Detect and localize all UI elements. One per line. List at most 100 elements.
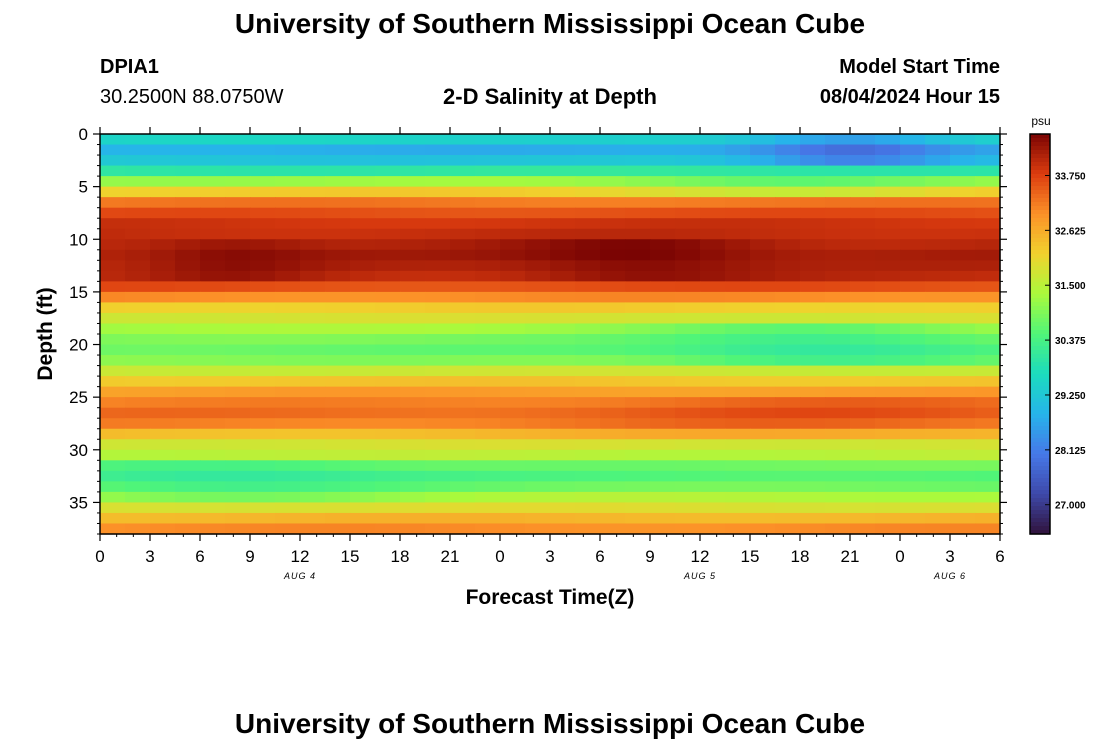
heatmap-cell — [650, 449, 676, 461]
heatmap-cell — [700, 512, 726, 525]
heatmap-cell — [975, 512, 1001, 525]
heatmap-cell — [850, 407, 876, 419]
heatmap-cell — [525, 197, 551, 209]
heatmap-cell — [125, 428, 151, 440]
heatmap-cell — [225, 197, 251, 209]
heatmap-cell — [500, 397, 526, 409]
colorbar-segment — [1030, 526, 1050, 531]
heatmap-cell — [700, 481, 726, 493]
heatmap-cell — [650, 312, 676, 325]
x-tick-label: 18 — [391, 547, 410, 566]
heatmap-cell — [125, 481, 151, 493]
colorbar-segment — [1030, 410, 1050, 415]
heatmap-cell — [125, 407, 151, 419]
heatmap-cell — [975, 176, 1001, 188]
heatmap-cell — [400, 239, 426, 251]
heatmap-cell — [500, 291, 526, 304]
heatmap-cell — [750, 334, 776, 346]
colorbar-tick-label: 31.500 — [1055, 281, 1086, 292]
heatmap-cell — [675, 449, 701, 461]
heatmap-cell — [325, 334, 351, 346]
heatmap-cell — [775, 512, 801, 525]
heatmap-cell — [200, 228, 226, 240]
heatmap-cell — [750, 481, 776, 493]
heatmap-cell — [425, 344, 451, 356]
heatmap-cell — [725, 344, 751, 356]
heatmap-cell — [875, 197, 901, 209]
heatmap-cell — [675, 355, 701, 367]
heatmap-cell — [850, 491, 876, 504]
heatmap-cell — [200, 291, 226, 304]
heatmap-cell — [150, 439, 176, 451]
heatmap-cell — [375, 165, 401, 177]
heatmap-cell — [700, 323, 726, 335]
heatmap-cell — [725, 197, 751, 209]
heatmap-cell — [700, 470, 726, 482]
heatmap-cell — [200, 386, 226, 398]
heatmap-cell — [250, 228, 276, 240]
heatmap-cell — [150, 260, 176, 272]
heatmap-cell — [325, 323, 351, 335]
heatmap-cell — [700, 386, 726, 398]
heatmap-cell — [800, 176, 826, 188]
heatmap-cell — [875, 376, 901, 388]
heatmap-cell — [325, 428, 351, 440]
heatmap-cell — [375, 502, 401, 514]
heatmap-cell — [225, 291, 251, 304]
heatmap-cell — [150, 239, 176, 251]
heatmap-cell — [875, 228, 901, 240]
heatmap-cell — [625, 386, 651, 398]
colorbar-segment — [1030, 370, 1050, 375]
heatmap-cell — [650, 260, 676, 272]
heatmap-cell — [300, 460, 326, 472]
heatmap-cell — [825, 386, 851, 398]
heatmap-cell — [300, 312, 326, 325]
heatmap-cell — [475, 207, 501, 219]
heatmap-cell — [475, 165, 501, 177]
heatmap-cell — [250, 418, 276, 430]
heatmap-cell — [250, 207, 276, 219]
heatmap-cell — [700, 344, 726, 356]
heatmap-cell — [400, 155, 426, 167]
colorbar: 33.75032.62531.50030.37529.25028.12527.0… — [1029, 133, 1086, 535]
heatmap-cell — [625, 428, 651, 440]
heatmap-cell — [800, 291, 826, 304]
heatmap-cell — [175, 523, 201, 535]
heatmap-cell — [725, 397, 751, 409]
heatmap-cell — [800, 186, 826, 198]
heatmap-cell — [325, 312, 351, 325]
heatmap-cell — [200, 523, 226, 535]
heatmap-cell — [750, 291, 776, 304]
heatmap-cell — [425, 481, 451, 493]
heatmap-cell — [175, 386, 201, 398]
heatmap-cell — [250, 439, 276, 451]
heatmap-cell — [850, 228, 876, 240]
heatmap-cell — [900, 144, 926, 156]
heatmap-cell — [575, 249, 601, 261]
heatmap-cell — [775, 207, 801, 219]
heatmap-cell — [950, 323, 976, 335]
heatmap-cell — [700, 270, 726, 282]
heatmap-cell — [500, 502, 526, 514]
heatmap-cell — [575, 239, 601, 251]
heatmap-cell — [450, 407, 476, 419]
heatmap-cell — [100, 281, 126, 293]
heatmap-cell — [275, 312, 301, 325]
heatmap-cell — [350, 365, 376, 377]
heatmap-cell — [125, 512, 151, 525]
heatmap-cell — [775, 376, 801, 388]
heatmap-cell — [325, 502, 351, 514]
heatmap-cell — [825, 470, 851, 482]
heatmap-cell — [175, 312, 201, 325]
colorbar-segment — [1030, 518, 1050, 523]
heatmap-cell — [675, 155, 701, 167]
heatmap-cell — [150, 460, 176, 472]
heatmap-cell — [150, 407, 176, 419]
heatmap-cell — [475, 365, 501, 377]
heatmap-cell — [800, 397, 826, 409]
heatmap-cell — [950, 376, 976, 388]
heatmap-cell — [775, 428, 801, 440]
heatmap-cell — [100, 418, 126, 430]
x-tick-label: 0 — [895, 547, 904, 566]
heatmap-cell — [725, 249, 751, 261]
